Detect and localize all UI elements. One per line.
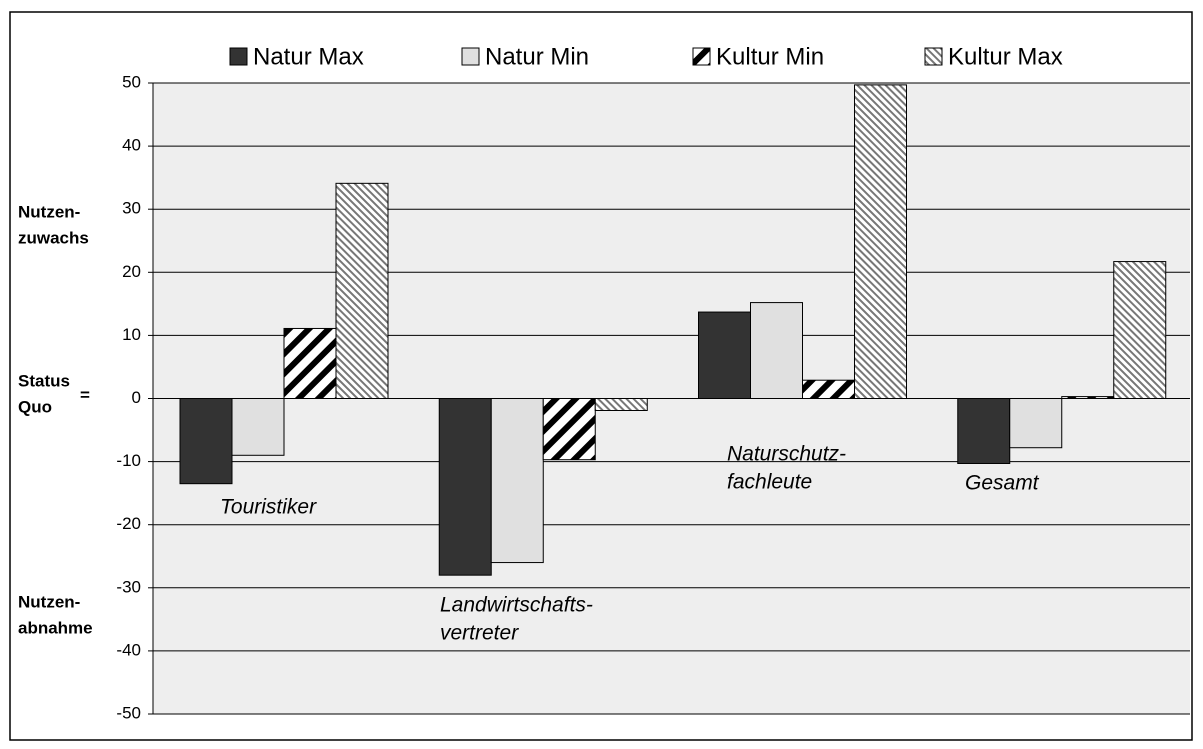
bar: [698, 311, 751, 400]
bar: [283, 327, 337, 400]
y-tick-label: 20: [122, 262, 141, 281]
bar: [957, 398, 1011, 464]
legend-swatch: [461, 47, 480, 66]
y-tick-label: -10: [116, 451, 141, 470]
bar: [438, 398, 492, 576]
y-tick-label: 30: [122, 199, 141, 218]
y-tick-label: -20: [116, 514, 141, 533]
bar: [542, 398, 596, 461]
bar: [1113, 261, 1167, 399]
bar: [179, 398, 233, 485]
legend-swatch: [229, 47, 248, 66]
y-tick-label: 0: [132, 388, 141, 407]
category-label: fachleute: [727, 471, 812, 494]
bar: [594, 398, 648, 411]
category-label: Naturschutz-: [727, 443, 846, 466]
bar: [1009, 398, 1063, 449]
y-tick-label: -30: [116, 577, 141, 596]
y-tick-label: 50: [122, 72, 141, 91]
bar: [802, 379, 855, 399]
category-label: Touristiker: [220, 496, 317, 519]
legend-label: Natur Min: [485, 43, 589, 70]
bar: [854, 84, 907, 399]
y-tick-label: -50: [116, 703, 141, 722]
legend-label: Kultur Max: [948, 43, 1063, 70]
bar: [231, 398, 285, 456]
axis-annotation-mark: =: [80, 385, 90, 404]
y-tick-label: 10: [122, 325, 141, 344]
legend-swatch: [924, 47, 943, 66]
category-label: vertreter: [440, 622, 519, 645]
axis-annotation: Status: [18, 371, 70, 390]
axis-annotation: Quo: [18, 397, 52, 416]
axis-annotation: zuwachs: [18, 228, 89, 247]
legend-label: Kultur Min: [716, 43, 824, 70]
bar: [750, 302, 803, 400]
legend-label: Natur Max: [253, 43, 364, 70]
category-label: Landwirtschafts-: [440, 594, 593, 617]
y-tick-label: -40: [116, 640, 141, 659]
axis-annotation: Nutzen-: [18, 202, 80, 221]
category-label: Gesamt: [965, 472, 1040, 495]
bar: [490, 398, 544, 564]
bar: [1061, 396, 1115, 399]
axis-annotation: abnahme: [18, 618, 93, 637]
legend-swatch: [692, 47, 711, 66]
axis-annotation: Nutzen-: [18, 592, 80, 611]
bar: [335, 182, 389, 399]
y-tick-label: 40: [122, 136, 141, 155]
